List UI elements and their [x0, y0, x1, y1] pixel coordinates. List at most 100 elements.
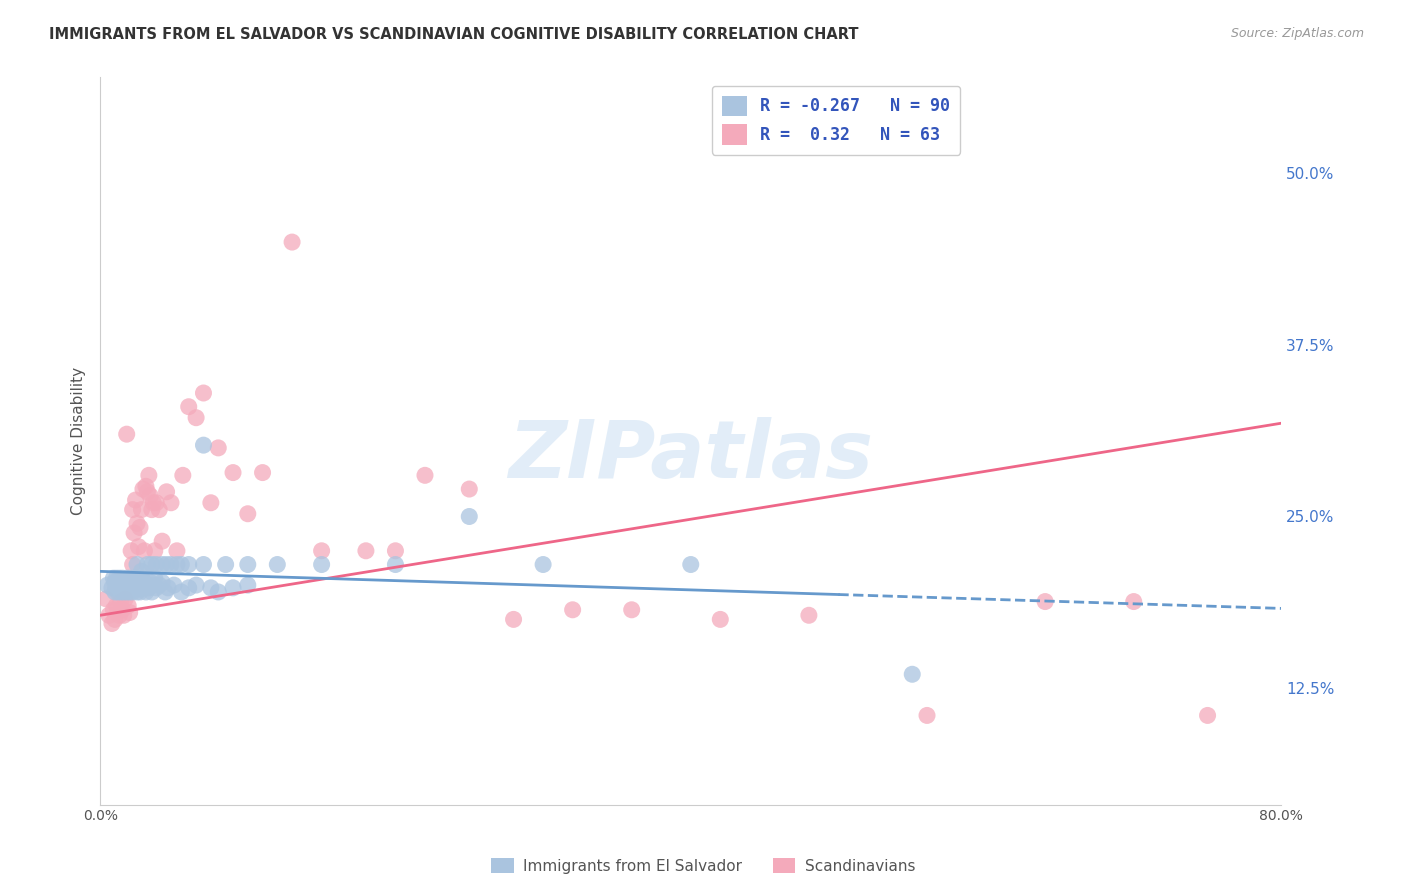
Point	[131, 565, 153, 579]
Point	[112, 578, 135, 592]
Legend: Immigrants from El Salvador, Scandinavians: Immigrants from El Salvador, Scandinavia…	[485, 852, 921, 880]
Point	[131, 581, 153, 595]
Point	[222, 466, 245, 480]
Point	[107, 578, 129, 592]
Point	[125, 558, 148, 572]
Point	[200, 581, 222, 595]
Point	[115, 427, 138, 442]
Point	[236, 558, 259, 572]
Point	[136, 558, 159, 572]
Text: IMMIGRANTS FROM EL SALVADOR VS SCANDINAVIAN COGNITIVE DISABILITY CORRELATION CHA: IMMIGRANTS FROM EL SALVADOR VS SCANDINAV…	[49, 27, 859, 42]
Point	[139, 489, 162, 503]
Point	[384, 543, 406, 558]
Point	[108, 575, 131, 590]
Point	[177, 558, 200, 572]
Point	[108, 581, 131, 595]
Point	[193, 438, 215, 452]
Point	[155, 558, 177, 572]
Point	[150, 558, 173, 572]
Point	[413, 468, 436, 483]
Point	[128, 575, 150, 590]
Point	[121, 502, 143, 516]
Point	[797, 608, 820, 623]
Point	[129, 585, 152, 599]
Point	[124, 575, 146, 590]
Point	[115, 571, 138, 585]
Point	[145, 581, 167, 595]
Point	[131, 571, 153, 585]
Point	[143, 543, 166, 558]
Point	[111, 571, 134, 585]
Point	[153, 585, 176, 599]
Point	[236, 578, 259, 592]
Point	[311, 543, 333, 558]
Point	[1033, 594, 1056, 608]
Point	[901, 667, 924, 681]
Point	[679, 558, 702, 572]
Point	[458, 482, 481, 496]
Point	[121, 578, 143, 592]
Point	[96, 578, 118, 592]
Point	[101, 616, 124, 631]
Point	[148, 578, 170, 592]
Point	[252, 466, 274, 480]
Point	[111, 581, 134, 595]
Point	[117, 599, 139, 613]
Point	[184, 410, 207, 425]
Point	[111, 603, 134, 617]
Point	[136, 578, 159, 592]
Point	[155, 484, 177, 499]
Point	[131, 502, 153, 516]
Point	[145, 496, 167, 510]
Point	[118, 571, 141, 585]
Point	[120, 575, 142, 590]
Point	[709, 612, 731, 626]
Y-axis label: Cognitive Disability: Cognitive Disability	[72, 367, 86, 515]
Point	[125, 516, 148, 531]
Point	[111, 575, 134, 590]
Point	[122, 581, 145, 595]
Text: Source: ZipAtlas.com: Source: ZipAtlas.com	[1230, 27, 1364, 40]
Point	[107, 603, 129, 617]
Point	[139, 575, 162, 590]
Point	[108, 571, 131, 585]
Point	[214, 558, 236, 572]
Point	[124, 493, 146, 508]
Point	[143, 571, 166, 585]
Point	[135, 585, 157, 599]
Point	[128, 540, 150, 554]
Point	[114, 575, 136, 590]
Legend: R = -0.267   N = 90, R =  0.32   N = 63: R = -0.267 N = 90, R = 0.32 N = 63	[711, 86, 960, 155]
Point	[115, 585, 138, 599]
Point	[236, 507, 259, 521]
Point	[148, 502, 170, 516]
Point	[120, 581, 142, 595]
Point	[502, 612, 524, 626]
Point	[110, 585, 132, 599]
Point	[136, 484, 159, 499]
Point	[163, 578, 186, 592]
Point	[166, 543, 188, 558]
Point	[115, 578, 138, 592]
Point	[134, 575, 156, 590]
Point	[121, 585, 143, 599]
Point	[145, 558, 167, 572]
Point	[132, 578, 155, 592]
Point	[110, 594, 132, 608]
Point	[125, 585, 148, 599]
Point	[134, 581, 156, 595]
Point	[150, 534, 173, 549]
Point	[561, 603, 583, 617]
Point	[129, 578, 152, 592]
Point	[114, 591, 136, 606]
Point	[141, 502, 163, 516]
Point	[1122, 594, 1144, 608]
Point	[170, 585, 193, 599]
Point	[104, 585, 127, 599]
Point	[122, 525, 145, 540]
Point	[124, 578, 146, 592]
Point	[620, 603, 643, 617]
Point	[157, 581, 180, 595]
Point	[107, 585, 129, 599]
Point	[112, 608, 135, 623]
